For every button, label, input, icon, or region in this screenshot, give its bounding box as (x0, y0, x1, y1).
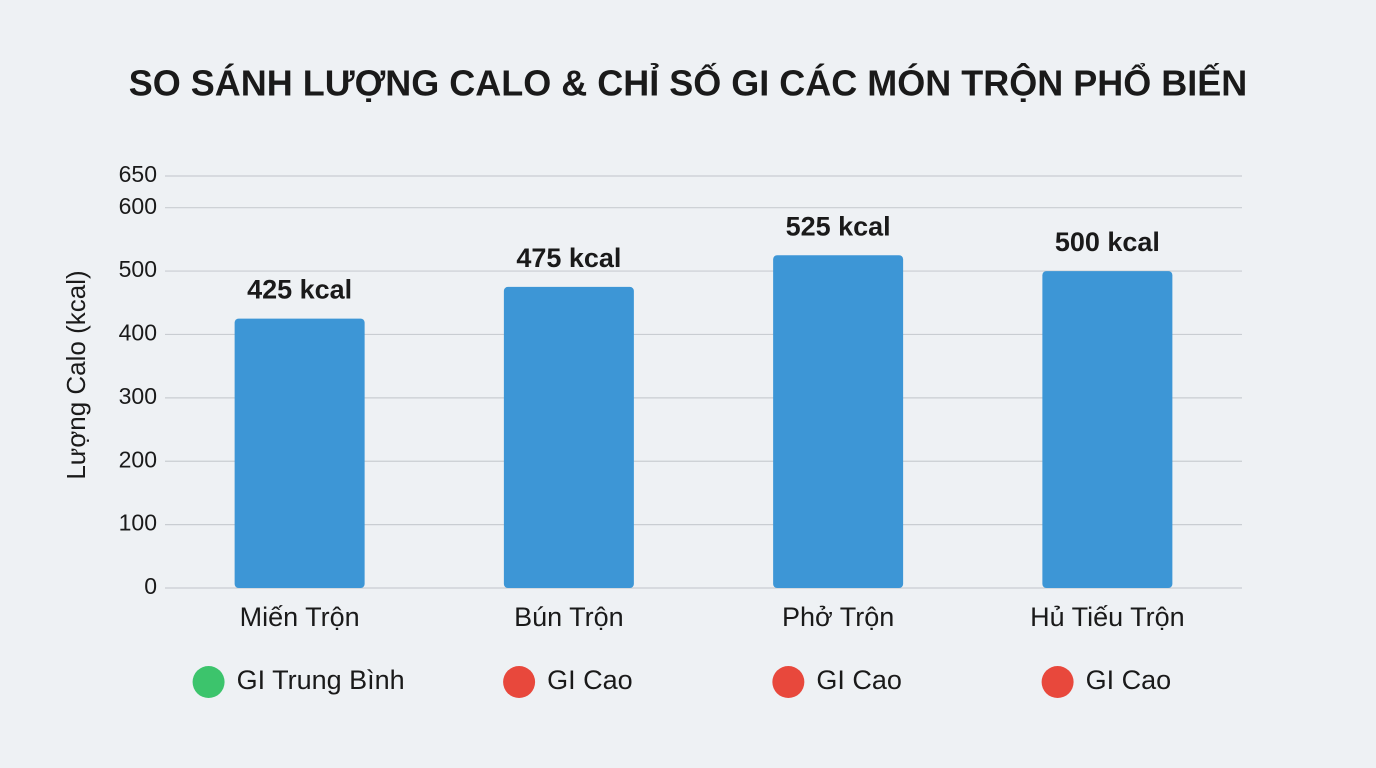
gi-label: GI Cao (816, 665, 902, 695)
y-tick-label: 400 (119, 320, 157, 346)
gi-label: GI Cao (547, 665, 633, 695)
gi-label: GI Cao (1086, 665, 1172, 695)
y-tick-label: 100 (119, 510, 157, 536)
bar (773, 255, 904, 588)
x-tick-label: Phở Trộn (782, 602, 894, 632)
value-label: 525 kcal (786, 211, 891, 241)
x-tick-label: Hủ Tiếu Trộn (1030, 602, 1185, 632)
value-label: 475 kcal (516, 243, 621, 273)
value-label: 425 kcal (247, 275, 352, 305)
y-tick-label: 0 (144, 573, 157, 599)
bar (503, 286, 634, 588)
bar (1042, 271, 1173, 588)
chart-title: SO SÁNH LƯỢNG CALO & CHỈ SỐ GI CÁC MÓN T… (129, 61, 1248, 104)
gi-indicator (1041, 666, 1074, 698)
bar (234, 318, 365, 588)
y-tick-label: 200 (119, 446, 157, 472)
gi-indicator (503, 666, 536, 698)
gi-label: GI Trung Bình (237, 665, 405, 695)
gi-indicator (192, 666, 225, 698)
gi-indicator (772, 666, 805, 698)
value-label: 500 kcal (1055, 227, 1160, 257)
y-axis-label: Lượng Calo (kcal) (61, 270, 91, 479)
y-tick-label: 300 (119, 383, 157, 409)
y-tick-label: 500 (119, 256, 157, 282)
y-tick-label: 600 (119, 193, 157, 219)
y-tick-label: 650 (119, 161, 157, 187)
x-tick-label: Bún Trộn (514, 602, 624, 632)
x-tick-label: Miến Trộn (240, 602, 360, 632)
